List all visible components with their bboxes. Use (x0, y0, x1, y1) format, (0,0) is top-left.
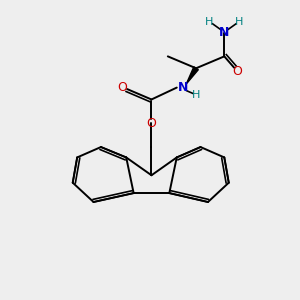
Text: O: O (146, 117, 156, 130)
Text: H: H (192, 90, 200, 100)
Text: H: H (235, 17, 243, 27)
Text: N: N (178, 81, 188, 94)
Text: O: O (117, 81, 127, 94)
Text: H: H (205, 17, 214, 27)
Text: O: O (233, 65, 243, 78)
Text: N: N (219, 26, 230, 39)
Polygon shape (186, 67, 198, 84)
